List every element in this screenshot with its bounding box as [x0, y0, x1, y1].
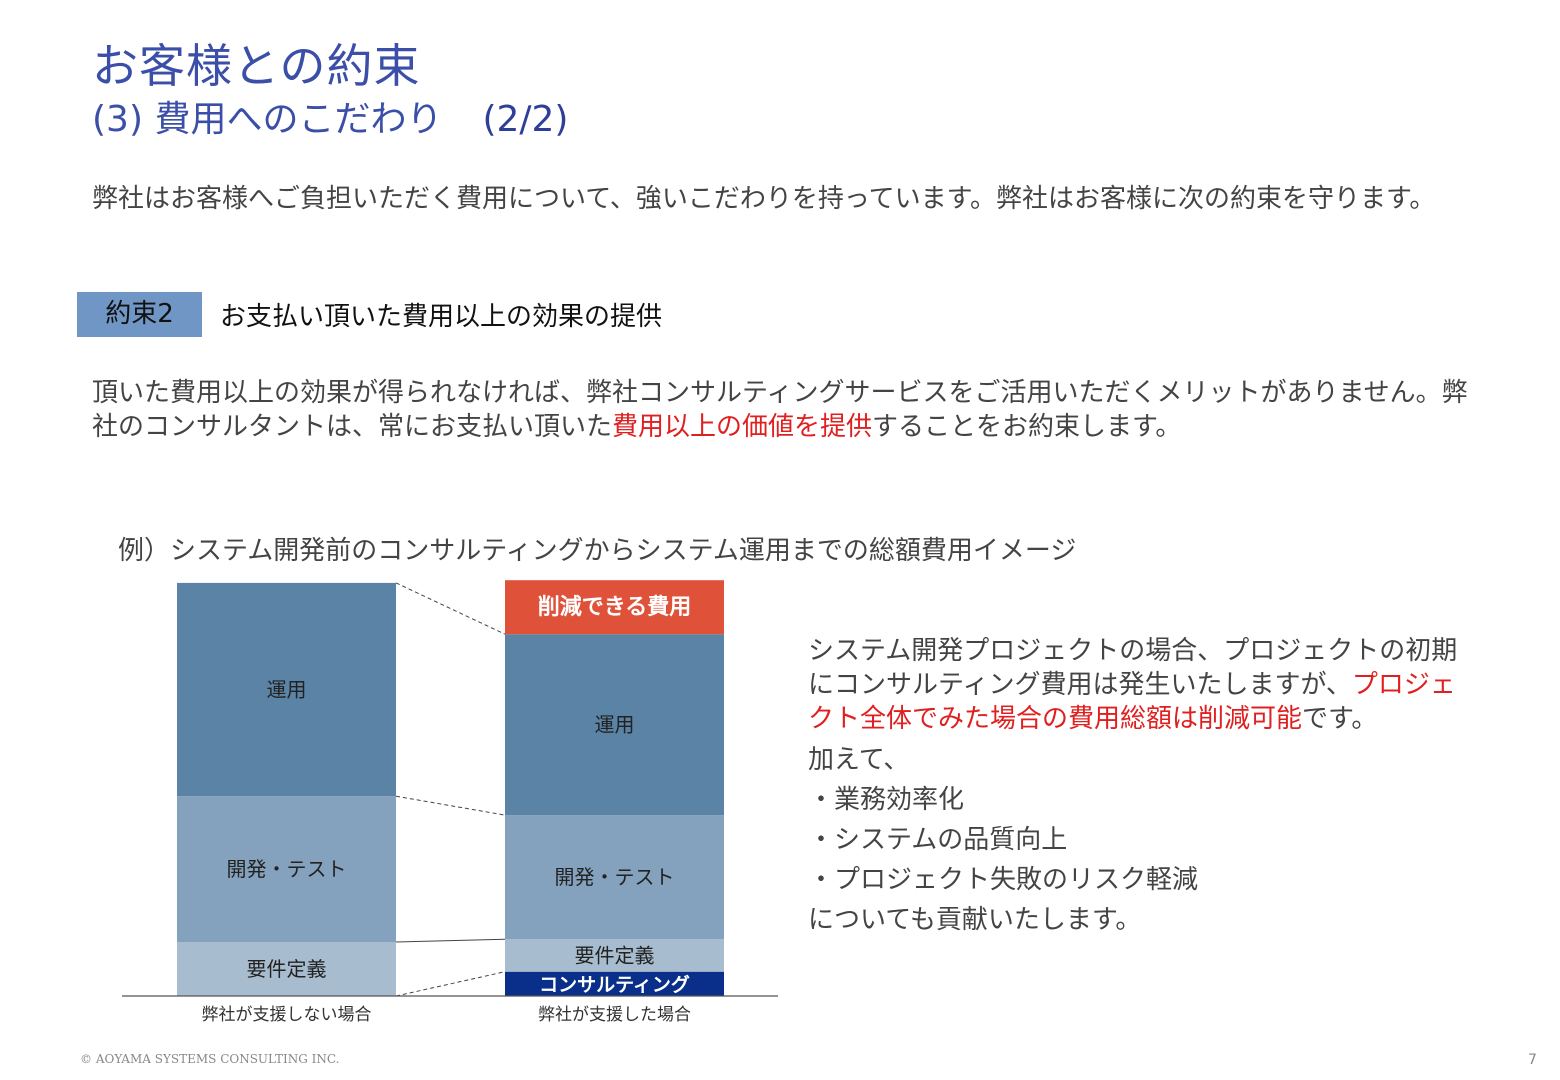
subtitle-text: (3) 費用へのこだわり: [92, 99, 443, 140]
explanation-part2: です。: [1302, 704, 1378, 734]
bullet-item: ・システムの品質向上: [808, 825, 1068, 855]
explanation-text: システム開発プロジェクトの場合、プロジェクトの初期にコンサルティング費用は発生い…: [808, 634, 1468, 940]
segment-label: 運用: [267, 678, 307, 702]
description-highlight: 費用以上の価値を提供: [612, 412, 873, 442]
page-number: 7: [1528, 1052, 1537, 1068]
explanation-part1: システム開発プロジェクトの場合、プロジェクトの初期にコンサルティング費用は発生い…: [808, 636, 1458, 700]
bar-segment: [177, 582, 396, 797]
description-part2: することをお約束します。: [872, 412, 1182, 442]
connector-line: [395, 938, 506, 943]
addition-text: 加えて、: [808, 745, 910, 775]
promise-badge: 約束2: [77, 292, 202, 337]
segment-label: 削減できる費用: [538, 595, 692, 620]
example-title: 例）システム開発前のコンサルティングからシステム運用までの総額費用イメージ: [118, 536, 1077, 566]
description-part1: 頂いた費用以上の効果が得られなければ、弊社コンサルティングサービスをご活用いただ…: [92, 378, 1468, 442]
connector-line: [395, 971, 506, 997]
page-title: お客様との約束: [92, 39, 421, 93]
connector-line: [395, 582, 506, 635]
bar-segment: [505, 815, 724, 940]
segment-label: 開発・テスト: [227, 857, 347, 881]
connector-line: [395, 795, 506, 816]
segment-label: 運用: [595, 713, 635, 737]
bar-segment: [505, 580, 724, 635]
copyright: © AOYAMA SYSTEMS CONSULTING INC.: [80, 1052, 340, 1066]
description-text: 頂いた費用以上の効果が得られなければ、弊社コンサルティングサービスをご活用いただ…: [92, 376, 1492, 444]
bar-segment: [177, 796, 396, 942]
segment-label: 要件定義: [247, 957, 327, 981]
bullet-item: ・プロジェクト失敗のリスク軽減: [808, 865, 1199, 895]
explanation-highlight: プロジェクト全体でみた場合の費用総額は削減可能: [808, 670, 1456, 734]
promise-title: お支払い頂いた費用以上の効果の提供: [220, 302, 663, 332]
category-label: 弊社が支援した場合: [538, 1005, 691, 1025]
bar-segment: [177, 942, 396, 996]
page-indicator: (2/2): [482, 99, 569, 140]
bar-segment: [505, 939, 724, 972]
bar-segment: [505, 634, 724, 816]
segment-label: 開発・テスト: [555, 865, 675, 889]
intro-text: 弊社はお客様へご負担いただく費用について、強いこだわりを持っています。弊社はお客…: [92, 184, 1436, 214]
category-label: 弊社が支援しない場合: [202, 1005, 372, 1025]
page-subtitle: (3) 費用へのこだわり (2/2): [92, 90, 568, 142]
segment-label: コンサルティング: [539, 973, 690, 996]
bullet-item: ・業務効率化: [808, 785, 965, 815]
bar-segment: [505, 971, 724, 996]
closing-text: についても貢献いたします。: [808, 905, 1142, 935]
segment-label: 要件定義: [575, 944, 655, 968]
explanation-paragraph: システム開発プロジェクトの場合、プロジェクトの初期にコンサルティング費用は発生い…: [808, 634, 1468, 736]
